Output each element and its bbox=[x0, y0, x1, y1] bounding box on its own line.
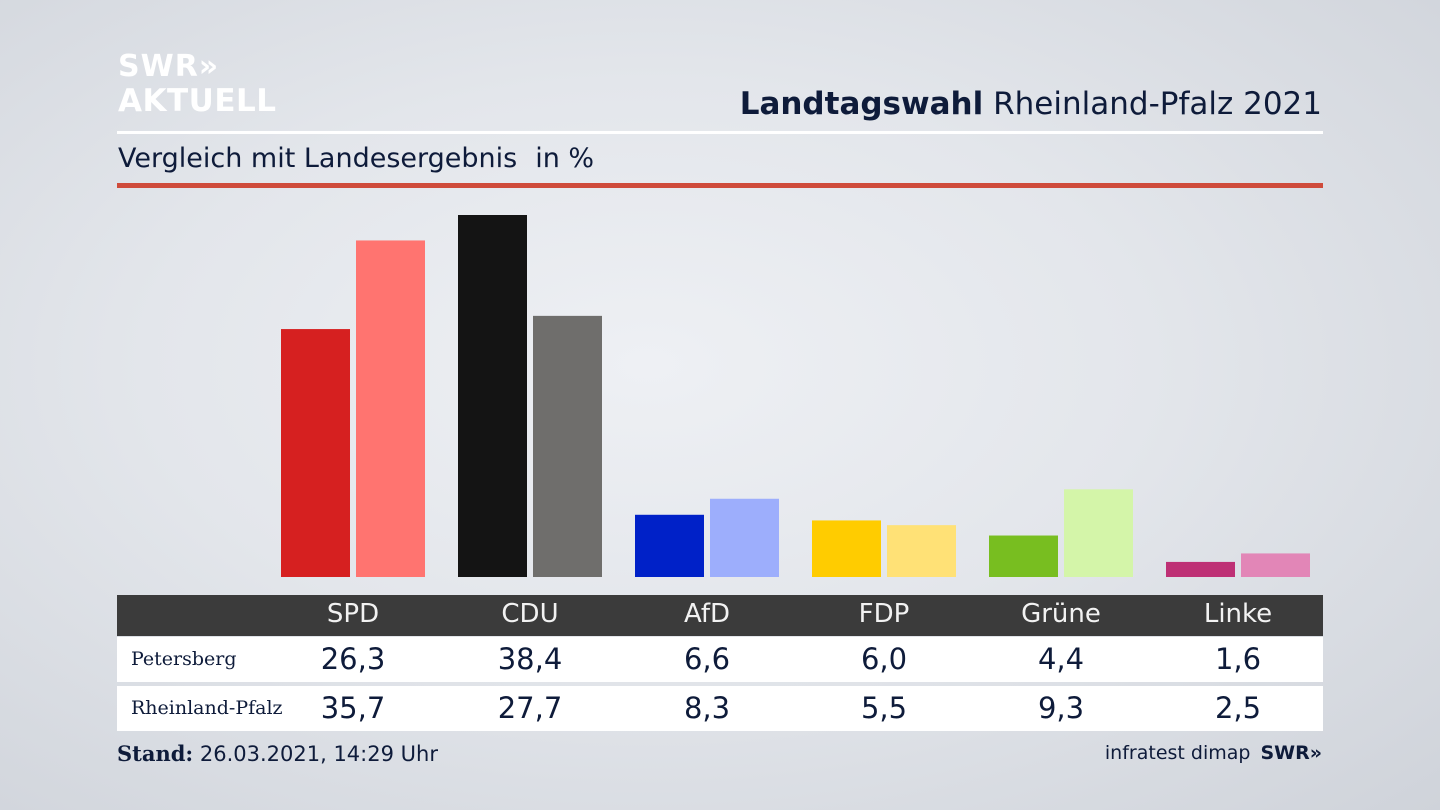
table-row-rheinland-pfalz: Rheinland-Pfalz 35,7 27,7 8,3 5,5 9,3 2,5 bbox=[117, 686, 1323, 731]
subtitle-text: Vergleich mit Landesergebnis bbox=[118, 143, 518, 174]
row-label-rheinland-pfalz: Rheinland-Pfalz bbox=[131, 697, 283, 719]
value-linke-petersberg: 1,6 bbox=[1214, 642, 1262, 676]
party-label-spd: SPD bbox=[326, 599, 380, 629]
page-title: Landtagswahl Rheinland-Pfalz 2021 bbox=[740, 86, 1322, 122]
value-spd-petersberg: 26,3 bbox=[320, 642, 386, 676]
party-label-grne: Grüne bbox=[1021, 599, 1101, 629]
chart-subtitle: Vergleich mit Landesergebnis in % bbox=[118, 143, 594, 174]
title-bold: Landtagswahl bbox=[739, 86, 984, 122]
value-linke-rheinlandpfalz: 2,5 bbox=[1214, 691, 1262, 725]
value-fdp-petersberg: 6,0 bbox=[860, 642, 908, 676]
stand-label: Stand: bbox=[117, 741, 194, 766]
accent-rule bbox=[117, 183, 1323, 188]
bar-spd-petersberg bbox=[281, 329, 350, 577]
row-label-petersberg: Petersberg bbox=[131, 648, 237, 670]
table-row-petersberg: Petersberg 26,3 38,4 6,6 6,0 4,4 1,6 bbox=[117, 637, 1323, 682]
swr-source-logo: SWR» bbox=[1260, 742, 1322, 764]
bar-afd-petersberg bbox=[635, 514, 704, 577]
value-cdu-rheinlandpfalz: 27,7 bbox=[497, 691, 563, 725]
party-label-fdp: FDP bbox=[858, 599, 910, 629]
value-grne-rheinlandpfalz: 9,3 bbox=[1037, 691, 1085, 725]
value-grne-petersberg: 4,4 bbox=[1037, 642, 1085, 676]
logo-line-2: AKTUELL bbox=[118, 83, 277, 119]
party-label-cdu: CDU bbox=[501, 599, 559, 629]
stand-value: 26.03.2021, 14:29 Uhr bbox=[193, 742, 438, 766]
source-text: infratest dimap bbox=[1104, 742, 1251, 764]
unit-label: in % bbox=[535, 143, 595, 174]
party-label-linke: Linke bbox=[1203, 599, 1273, 629]
bar-linke-petersberg bbox=[1166, 561, 1235, 577]
value-afd-petersberg: 6,6 bbox=[683, 642, 731, 676]
bar-cdu-petersberg bbox=[458, 215, 527, 577]
stand-timestamp: Stand: 26.03.2021, 14:29 Uhr bbox=[117, 741, 438, 766]
table-header: SPD CDU AfD FDP Grüne Linke bbox=[117, 595, 1323, 636]
bar-grne-petersberg bbox=[989, 535, 1058, 577]
title-rest: Rheinland-Pfalz 2021 bbox=[983, 86, 1322, 122]
bar-cdu-rheinlandpfalz bbox=[533, 315, 602, 577]
bar-fdp-rheinlandpfalz bbox=[887, 525, 956, 577]
bar-linke-rheinlandpfalz bbox=[1241, 553, 1310, 577]
party-label-afd: AfD bbox=[683, 599, 731, 629]
value-afd-rheinlandpfalz: 8,3 bbox=[683, 691, 731, 725]
bar-afd-rheinlandpfalz bbox=[710, 498, 779, 577]
bar-fdp-petersberg bbox=[812, 520, 881, 577]
value-cdu-petersberg: 38,4 bbox=[497, 642, 563, 676]
bar-grne-rheinlandpfalz bbox=[1064, 489, 1133, 577]
swr-aktuell-logo: SWR» AKTUELL bbox=[118, 52, 277, 117]
bar-spd-rheinlandpfalz bbox=[356, 240, 425, 577]
header-divider bbox=[117, 131, 1323, 134]
value-spd-rheinlandpfalz: 35,7 bbox=[320, 691, 386, 725]
value-fdp-rheinlandpfalz: 5,5 bbox=[860, 691, 908, 725]
source-credit: infratest dimap SWR» bbox=[1105, 742, 1322, 764]
logo-line-1: SWR» bbox=[118, 49, 220, 84]
